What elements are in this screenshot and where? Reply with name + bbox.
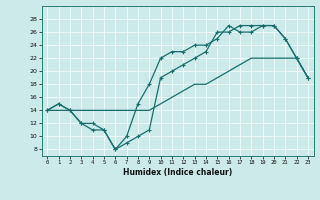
X-axis label: Humidex (Indice chaleur): Humidex (Indice chaleur) [123,168,232,177]
